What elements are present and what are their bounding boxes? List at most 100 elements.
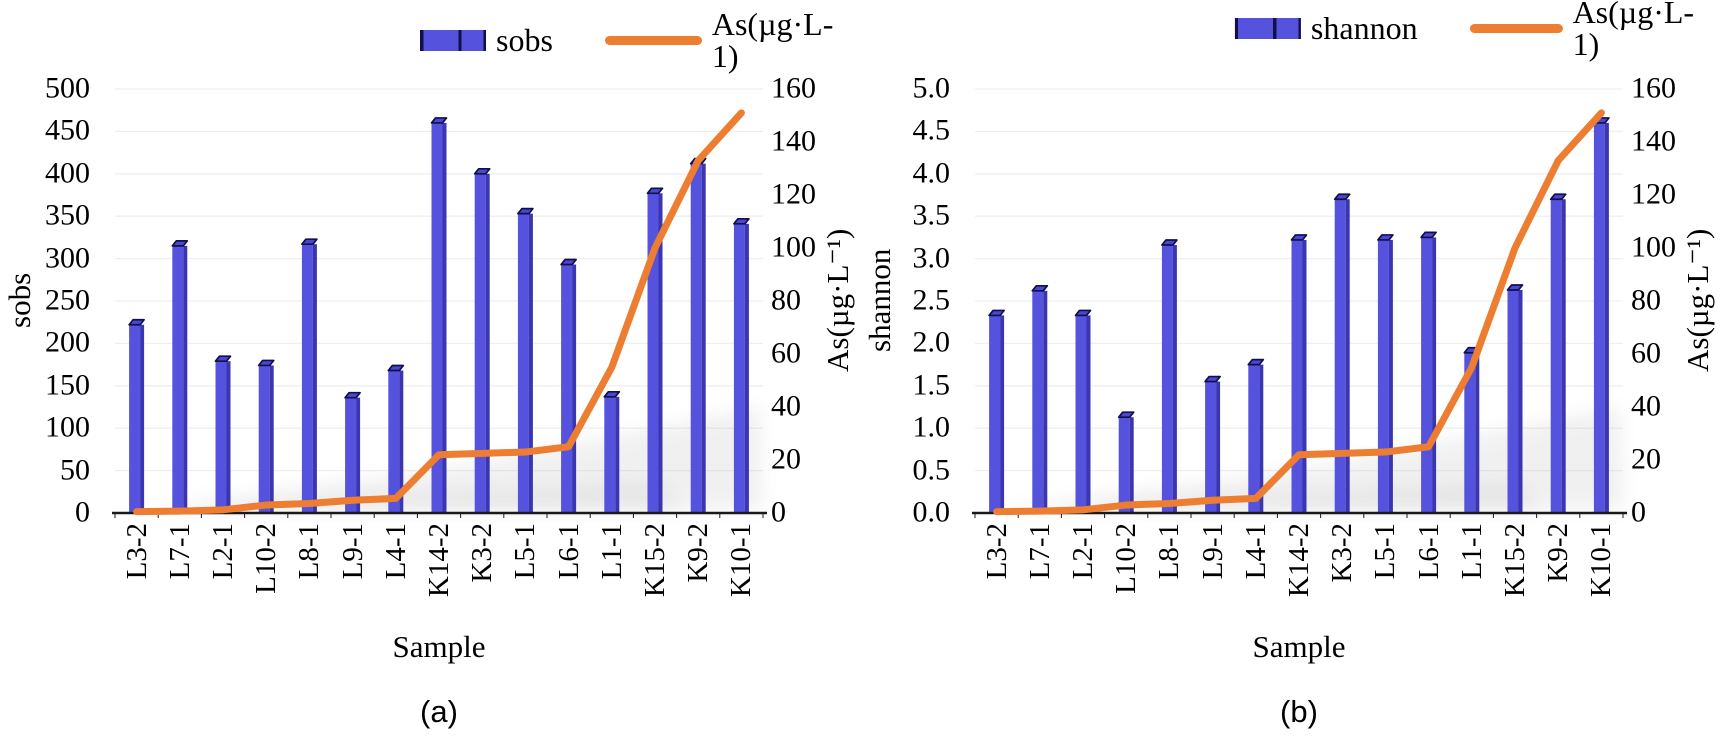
chart-caption: (b) (1280, 694, 1318, 729)
axis-tick-label: 3.0 (912, 240, 951, 274)
bar-cap (387, 364, 405, 372)
x-tick-label: L2-1 (1066, 523, 1099, 580)
bar (1549, 193, 1567, 513)
axis-tick-label: 200 (45, 325, 90, 359)
axis-tick-label: 2.0 (912, 325, 951, 359)
x-tick-label: L9-1 (1196, 523, 1229, 580)
axis-tick-label: 80 (771, 283, 801, 317)
bar-series-swatch (420, 29, 486, 51)
axis-tick-label: 160 (771, 71, 816, 105)
bar-cap (1377, 234, 1394, 241)
axis-tick-label: 100 (45, 410, 90, 444)
y-axis-right-ticks: 160 140 120 100 80 60 40 20 0 (1631, 71, 1719, 528)
bar-cap (1074, 309, 1092, 317)
bar (1333, 193, 1351, 513)
x-tick-label: K14-2 (422, 523, 455, 598)
bar (1031, 284, 1049, 513)
axis-tick-label: 20 (771, 442, 801, 476)
bar (1377, 234, 1394, 513)
bar-cap (128, 318, 145, 326)
bar-cap (430, 117, 448, 124)
x-tick-label: L10-2 (249, 523, 282, 594)
axis-tick-label: 250 (45, 283, 90, 317)
bar (1290, 234, 1308, 513)
x-tick-label: K9-2 (681, 523, 714, 583)
axis-tick-label: 2.5 (912, 283, 951, 317)
bar-cap (517, 207, 534, 215)
legend-label-bars: shannon (1310, 10, 1418, 46)
axis-tick-label: 80 (1631, 283, 1661, 317)
bar (560, 258, 577, 513)
bar (1117, 411, 1135, 513)
bar-cap (646, 187, 664, 195)
bar-cap (473, 167, 491, 175)
bar (128, 318, 145, 513)
bar-cap (1204, 375, 1221, 383)
bar-cap (1549, 193, 1567, 201)
bar (988, 309, 1005, 513)
x-tick-label: K10-1 (1585, 523, 1618, 598)
axis-tick-label: 100 (771, 230, 816, 264)
x-tick-label: K9-2 (1541, 523, 1574, 583)
bar (517, 207, 534, 513)
as-line (993, 109, 1605, 516)
axis-tick-label: 0 (1631, 495, 1646, 529)
bar-cap (988, 309, 1005, 317)
legend-label-line: As(µg·L-1) (1572, 0, 1695, 62)
y-axis-title-right: As(µg·L⁻¹) (820, 228, 855, 372)
x-tick-label: K15-2 (638, 523, 671, 598)
bar-cap (171, 240, 189, 247)
x-tick-label: L9-1 (336, 523, 369, 580)
legend-item-bars: sobs (420, 24, 553, 56)
bar-cap (1420, 231, 1437, 239)
x-tick-label: L2-1 (206, 523, 239, 580)
x-tick-label: K14-2 (1282, 523, 1315, 598)
axis-tick-label: 0 (75, 495, 90, 529)
as-line (133, 109, 745, 516)
axis-tick-label: 5.0 (912, 71, 951, 105)
x-tick-label: L5-1 (509, 523, 542, 580)
bar (689, 157, 707, 513)
axis-tick-label: 50 (60, 452, 90, 486)
x-tick-label: K10-1 (725, 523, 758, 598)
axis-tick-label: 0.0 (912, 495, 951, 529)
bar (1420, 231, 1437, 513)
axis-tick-label: 40 (1631, 389, 1661, 423)
bar-cap (560, 258, 577, 266)
bar-cap (1290, 234, 1308, 241)
x-tick-label: L7-1 (1023, 523, 1056, 580)
axis-tick-label: 3.5 (912, 198, 951, 232)
x-tick-label: L10-2 (1109, 523, 1142, 594)
axis-tick-label: 150 (45, 368, 90, 402)
bar-cap (1247, 358, 1265, 366)
legend-label-bars: sobs (496, 22, 553, 58)
bar (473, 167, 491, 514)
bar (733, 217, 750, 513)
bar (1593, 117, 1610, 514)
bar-cap (301, 238, 318, 246)
x-tick-label: K15-2 (1498, 523, 1531, 598)
x-axis-title: Sample (1252, 629, 1346, 664)
bar (646, 187, 664, 513)
plot-svg (972, 88, 1627, 518)
plot-area (112, 85, 767, 518)
y-axis-right-ticks: 160 140 120 100 80 60 40 20 0 (771, 71, 859, 528)
axis-tick-label: 4.5 (912, 113, 951, 147)
x-tick-label: L5-1 (1369, 523, 1402, 580)
axis-tick-label: 4.0 (912, 156, 951, 190)
legend-item-line: As(µg·L-1) (604, 8, 850, 72)
bar (214, 355, 232, 513)
plot-svg (112, 88, 767, 518)
x-tick-label: L7-1 (163, 523, 196, 580)
bar (430, 117, 448, 514)
chart-a: sobs As(µg·L-1) sobs 500 450 400 350 300 250 2… (2, 8, 859, 729)
bar (603, 390, 621, 513)
bar-cap (344, 391, 361, 399)
bar (387, 364, 405, 513)
x-tick-label: K3-2 (465, 523, 498, 583)
axis-tick-label: 1.5 (912, 368, 951, 402)
chart-b: shannon As(µg·L-1) shannon 5.0 4.5 4.0 3.5 3… (860, 0, 1720, 749)
line-series-swatch (604, 35, 702, 45)
axis-tick-label: 400 (45, 156, 90, 190)
